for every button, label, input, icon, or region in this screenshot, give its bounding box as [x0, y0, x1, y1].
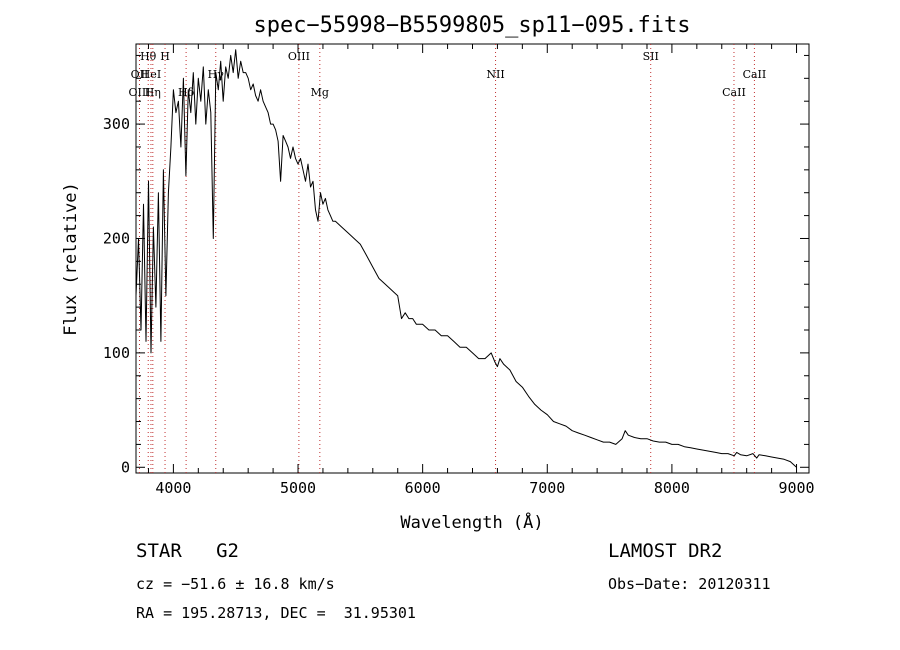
sky-coordinates: RA = 195.28713, DEC = 31.95301 — [136, 604, 416, 622]
y-axis-label: Flux (relative) — [61, 182, 81, 336]
spectral-line-label: HeI — [141, 68, 161, 81]
object-class: STAR G2 — [136, 540, 239, 562]
spectral-line-label: SII — [643, 50, 659, 63]
x-tick-label: 9000 — [778, 479, 814, 497]
x-tick-label: 8000 — [654, 479, 690, 497]
x-tick-label: 5000 — [280, 479, 316, 497]
spectral-line-label: Mg — [311, 86, 329, 99]
x-tick-label: 7000 — [529, 479, 565, 497]
spectral-line-label: CaII — [722, 86, 746, 99]
survey-name: LAMOST DR2 — [608, 540, 723, 562]
spectral-line-label: OII — [131, 68, 149, 81]
x-tick-label: 6000 — [405, 479, 441, 497]
spectral-line-label: Hθ — [140, 50, 157, 63]
redshift-velocity: cz = −51.6 ± 16.8 km/s — [136, 575, 335, 593]
spectral-line-label: OIII — [288, 50, 310, 63]
y-tick-label: 100 — [103, 344, 130, 362]
spectrum-line — [135, 49, 797, 468]
x-axis-label: Wavelength (Å) — [400, 511, 543, 533]
y-tick-label: 200 — [103, 229, 130, 247]
spectral-line-label: Hη — [145, 86, 161, 99]
spectral-line-label: NII — [486, 68, 504, 81]
chart-title: spec−55998−B5599805_sp11−095.fits — [253, 13, 690, 38]
y-tick-label: 300 — [103, 115, 130, 133]
spectral-line-label: CaII — [743, 68, 767, 81]
x-tick-label: 4000 — [155, 479, 191, 497]
spectral-line-label: Hδ — [178, 86, 195, 99]
plot-frame — [135, 43, 810, 474]
observation-date: Obs−Date: 20120311 — [608, 575, 771, 593]
spectral-line-label: H — [160, 50, 170, 63]
y-tick-label: 0 — [121, 458, 130, 476]
spectral-line-label: OIII — [128, 86, 150, 99]
